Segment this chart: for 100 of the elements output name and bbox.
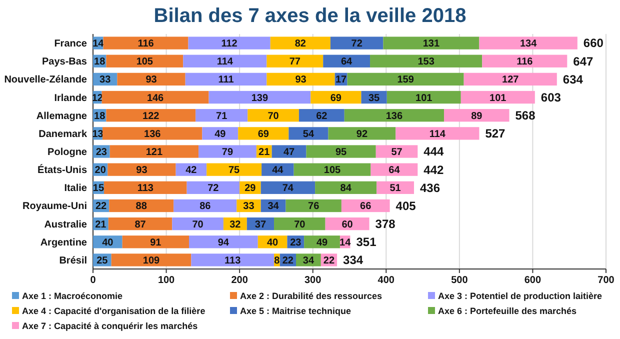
data-label: 37 — [254, 219, 266, 230]
data-label: 22 — [323, 255, 335, 266]
data-label: 18 — [94, 110, 106, 122]
legend-label: Axe 6 : Portefeuille des marchés — [438, 306, 577, 316]
legend-label: Axe 4 : Capacité d'organisation de la filière — [22, 306, 206, 316]
bar — [108, 163, 176, 176]
data-label: 23 — [290, 237, 302, 248]
bar — [344, 109, 444, 122]
data-label: 116 — [516, 56, 534, 68]
data-label: 136 — [144, 128, 162, 140]
x-tick-label: 100 — [158, 275, 176, 286]
x-tick-label: 500 — [451, 275, 468, 286]
y-tick-label: Allemagne — [36, 110, 88, 122]
data-label: 62 — [316, 110, 328, 122]
bar — [172, 217, 224, 230]
bar — [104, 181, 187, 194]
data-label: 22 — [96, 201, 108, 212]
bar — [122, 236, 190, 248]
data-label: 64 — [341, 56, 353, 68]
bar — [202, 127, 238, 140]
y-tick-label: Nouvelle-Zélande — [4, 74, 88, 86]
data-label: 60 — [342, 219, 354, 230]
data-label: 134 — [520, 38, 538, 50]
data-label: 71 — [216, 110, 228, 122]
data-label: 105 — [136, 56, 154, 68]
bar — [260, 181, 316, 194]
data-label: 101 — [490, 92, 507, 104]
bar — [188, 36, 270, 50]
bar — [106, 54, 184, 68]
y-tick-label: Danemark — [38, 128, 88, 140]
data-label: 57 — [391, 147, 403, 158]
data-label: 14 — [340, 237, 352, 248]
data-label: 121 — [146, 147, 163, 158]
data-label: 15 — [92, 183, 104, 194]
bar — [111, 254, 192, 266]
bar — [109, 199, 174, 212]
total-label: 444 — [424, 144, 444, 159]
data-label: 88 — [136, 201, 148, 212]
y-tick-label: Irlande — [54, 92, 88, 104]
y-tick-label: Italie — [64, 183, 88, 194]
data-label: 70 — [192, 219, 204, 230]
data-label: 21 — [95, 219, 107, 230]
data-label: 77 — [289, 56, 301, 68]
total-label: 647 — [573, 54, 594, 68]
data-label: 95 — [336, 147, 348, 158]
data-label: 153 — [418, 56, 435, 68]
data-label: 32 — [230, 219, 242, 230]
data-label: 34 — [302, 255, 314, 266]
legend-label: Axe 5 : Maitrise technique — [240, 306, 352, 316]
data-label: 122 — [142, 110, 160, 122]
data-label: 29 — [244, 183, 256, 194]
legend-label: Axe 1 : Macroéconomie — [22, 291, 123, 302]
data-label: 74 — [282, 183, 294, 194]
bar — [248, 109, 299, 122]
data-label: 105 — [324, 165, 342, 176]
x-tick-label: 700 — [598, 275, 615, 286]
bar — [294, 163, 371, 176]
bar — [386, 90, 461, 104]
data-label: 91 — [150, 237, 162, 248]
data-label: 116 — [138, 38, 154, 50]
y-tick-label: France — [54, 38, 88, 50]
data-label: 94 — [218, 237, 230, 248]
data-label: 72 — [351, 38, 363, 50]
data-label: 93 — [136, 165, 148, 176]
bar — [102, 90, 209, 104]
data-label: 23 — [96, 147, 108, 158]
data-label: 79 — [222, 147, 234, 158]
bar — [323, 54, 370, 68]
total-label: 634 — [562, 72, 584, 86]
bar — [482, 54, 568, 68]
data-label: 131 — [422, 38, 440, 50]
bar — [286, 199, 342, 212]
data-label: 35 — [368, 92, 380, 104]
data-label: 8 — [274, 255, 280, 266]
data-label: 40 — [266, 237, 279, 248]
data-label: 69 — [258, 128, 270, 140]
bar — [208, 90, 311, 104]
data-label: 127 — [502, 74, 520, 86]
data-label: 70 — [294, 219, 306, 230]
y-tick-label: États-Unis — [38, 164, 88, 176]
data-label: 40 — [102, 237, 114, 248]
data-label: 72 — [208, 183, 220, 194]
x-tick-label: 200 — [231, 275, 248, 286]
bar — [306, 145, 376, 158]
legend-label: Axe 3 : Potentiel de production laitière — [438, 291, 602, 302]
bar — [103, 36, 188, 50]
data-label: 17 — [336, 74, 348, 86]
y-tick-label: Argentine — [40, 237, 88, 248]
data-label: 87 — [134, 219, 146, 230]
data-label: 44 — [272, 165, 284, 176]
data-label: 159 — [397, 74, 414, 86]
legend-label: Axe 2 : Durabilité des ressources — [240, 291, 382, 302]
bar — [189, 236, 258, 248]
total-label: 405 — [396, 198, 416, 213]
data-label: 49 — [214, 128, 226, 140]
total-label: 660 — [583, 36, 604, 50]
data-label: 101 — [416, 92, 433, 104]
data-label: 64 — [388, 165, 400, 176]
bar — [102, 127, 202, 140]
bar — [106, 109, 196, 122]
